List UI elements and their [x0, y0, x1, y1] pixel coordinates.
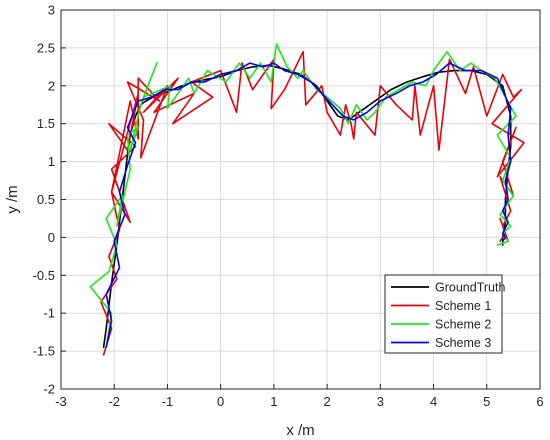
- y-tick-label: 3: [48, 3, 55, 18]
- x-tick-label: 6: [536, 394, 543, 409]
- x-axis-label: x /m: [286, 422, 314, 439]
- x-tick-label: -1: [162, 394, 174, 409]
- series-layer: [89, 43, 525, 356]
- legend-label: Scheme 2: [435, 318, 491, 332]
- x-tick-label: -2: [108, 394, 120, 409]
- y-tick-label: -2: [43, 382, 55, 397]
- y-tick-label: 0.5: [37, 192, 55, 207]
- y-tick-label: 2: [48, 78, 55, 93]
- legend-label: Scheme 1: [435, 299, 491, 313]
- y-tick-label: -0.5: [33, 268, 55, 283]
- series-line-scheme-3: [105, 62, 512, 349]
- x-tick-label: 5: [483, 394, 490, 409]
- y-tick-label: 2.5: [37, 40, 55, 55]
- y-tick-label: 1: [48, 154, 55, 169]
- y-axis-label: y /m: [4, 185, 21, 213]
- x-tick-label: 1: [270, 394, 277, 409]
- legend-label: GroundTruth: [435, 281, 505, 295]
- x-tick-label: 4: [430, 394, 437, 409]
- legend-label: Scheme 3: [435, 336, 491, 350]
- x-tick-label: 3: [377, 394, 384, 409]
- x-tick-label: 0: [217, 394, 224, 409]
- y-tick-label: -1: [43, 306, 55, 321]
- y-tick-label: 1.5: [37, 116, 55, 131]
- x-tick-label: -3: [55, 394, 67, 409]
- x-tick-label: 2: [323, 394, 330, 409]
- legend: GroundTruth Scheme 1 Scheme 2 Scheme 3: [384, 274, 505, 354]
- ticks: -3 -2 -1 0 1 2 3 4 5 6-2-1.5-1-0.500.511.522.53: [33, 3, 544, 410]
- y-tick-label: -1.5: [33, 344, 55, 359]
- y-tick-label: 0: [48, 230, 55, 245]
- series-line-scheme-1: [100, 50, 525, 356]
- legend-box: [384, 274, 503, 354]
